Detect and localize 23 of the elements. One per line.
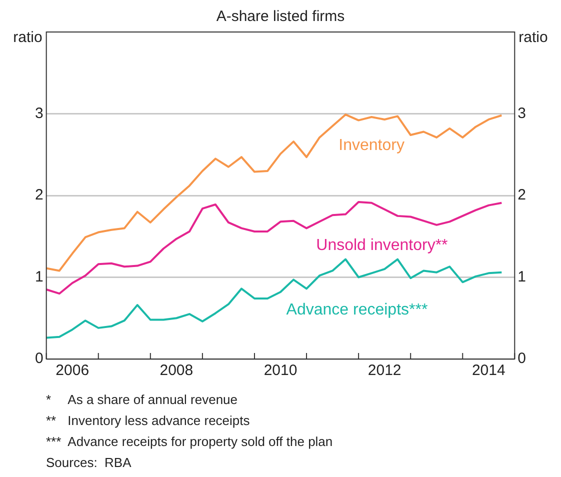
x-tick-label: 2014: [472, 362, 506, 380]
series-label: Unsold inventory**: [316, 236, 448, 254]
chart-title: A-share listed firms: [216, 8, 345, 26]
x-tick-label: 2008: [160, 362, 194, 380]
x-tick-label: 2012: [368, 362, 402, 380]
y-tick-label: 0: [35, 350, 44, 368]
text: * As a share of annual revenue: [46, 391, 239, 409]
text: *** Advance receipts for property sold off the plan: [46, 433, 334, 451]
y-tick-label: 3: [35, 104, 44, 122]
series-label: Inventory: [338, 137, 404, 154]
x-tick-label: 2010: [264, 362, 298, 380]
y-tick-label: 1: [35, 268, 44, 286]
text: ** Inventory less advance receipts: [46, 412, 251, 430]
y-axis-title: ratio: [13, 29, 42, 46]
x-tick-label: 2006: [56, 362, 90, 380]
y2-tick-label: 1: [518, 268, 526, 286]
source-note: Sources: RBA: [46, 454, 132, 472]
y2-tick-label: 2: [518, 186, 526, 204]
y-tick-label: 2: [35, 186, 44, 204]
y2-tick-label: 0: [518, 350, 526, 368]
series-label: Advance receipts***: [286, 301, 428, 318]
y2-axis-title: ratio: [518, 29, 548, 46]
y2-tick-label: 3: [518, 104, 526, 122]
